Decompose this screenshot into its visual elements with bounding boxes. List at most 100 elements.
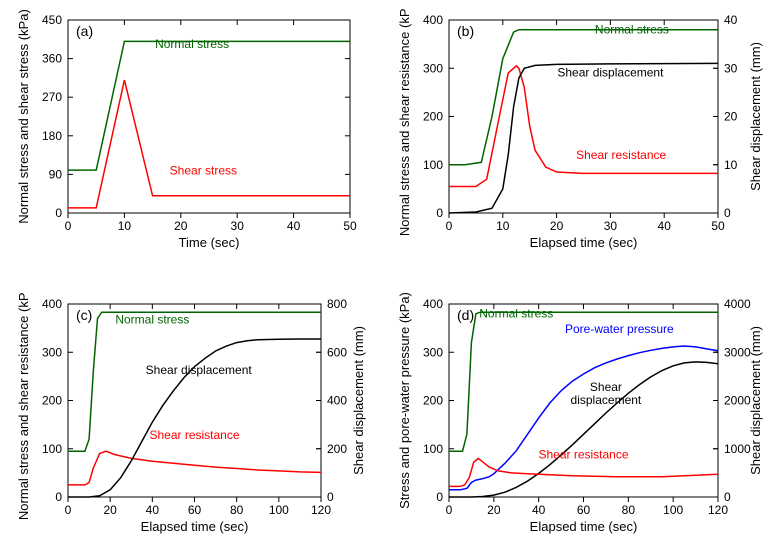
x-tick-label: 10: [118, 219, 132, 233]
x-tick-label: 50: [343, 219, 357, 233]
y-left-tick-label: 300: [423, 345, 443, 359]
annotation-normal-stress: Normal stress: [155, 37, 229, 51]
x-tick-label: 60: [577, 503, 591, 517]
y-right-tick-label: 40: [724, 13, 738, 27]
y-left-axis-label: Stress and pore-water pressure (kPa): [397, 292, 412, 509]
x-tick-label: 50: [711, 219, 725, 233]
annotation-normal-stress: Normal stress: [595, 23, 669, 37]
figure-container: 0 10 20 30 40 50 Time (sec) 0 90 180 270 360 450 Norm…: [0, 0, 778, 547]
x-axis-label: Elapsed time (sec): [530, 519, 638, 534]
x-tick-label: 120: [311, 503, 331, 517]
annotation-shear-displacement: Shear displacement: [146, 363, 253, 377]
y-left-tick-label: 400: [42, 297, 62, 311]
x-axis-label: Elapsed time (sec): [141, 519, 249, 534]
panel-label: (c): [76, 307, 92, 323]
y-left-tick-label: 200: [423, 394, 443, 408]
panel-a: 0 10 20 30 40 50 Time (sec) 0 90 180 270 360 450 Norm…: [8, 8, 368, 258]
y-left-axis-label: Normal stress and shear resistance (kPa): [397, 8, 412, 236]
y-left-axis-label: Normal stress and shear resistance (kPa): [16, 292, 31, 520]
annotation-normal-stress: Normal stress: [479, 307, 553, 321]
y-left-tick-label: 200: [42, 394, 62, 408]
annotation-pore-water-pressure: Pore-water pressure: [565, 322, 674, 336]
y-left-axis-label: Normal stress and shear stress (kPa): [16, 9, 31, 224]
y-left-tick-label: 300: [423, 61, 443, 75]
y-right-tick-label: 10: [724, 158, 738, 172]
x-axis-label: Elapsed time (sec): [530, 235, 638, 250]
plot-border: [449, 20, 718, 213]
annotation-shear-displacement: Shear displacement: [557, 65, 664, 79]
annotation-normal-stress: Normal stress: [115, 312, 189, 326]
series-normal-stress: [449, 30, 718, 165]
series-shear-stress: [68, 80, 350, 208]
y-right-tick-label: 3000: [724, 345, 751, 359]
x-tick-label: 40: [146, 503, 160, 517]
x-axis-label: Time (sec): [179, 235, 240, 250]
y-left-tick-label: 400: [423, 297, 443, 311]
y-right-tick-label: 400: [327, 394, 347, 408]
y-right-tick-label: 1000: [724, 442, 751, 456]
x-tick-label: 20: [103, 503, 117, 517]
annotation-shear-resistance: Shear resistance: [538, 447, 628, 461]
x-tick-label: 40: [658, 219, 672, 233]
x-tick-label: 0: [446, 503, 453, 517]
series-pore-water-pressure: [449, 346, 718, 490]
x-tick-label: 20: [550, 219, 564, 233]
y-right-tick-label: 800: [327, 297, 347, 311]
y-right-tick-label: 600: [327, 345, 347, 359]
series-shear-resistance: [68, 451, 321, 485]
x-tick-label: 100: [269, 503, 289, 517]
y-left-tick-label: 100: [423, 442, 443, 456]
annotation-shear-resistance: Shear resistance: [576, 148, 666, 162]
panel-label: (a): [76, 23, 93, 39]
annotation-shear-stress: Shear stress: [170, 163, 237, 177]
panel-b: 01020304050Elapsed time (sec)01002003004…: [395, 8, 770, 258]
series-shear-displacement: [449, 63, 718, 213]
panel-label: (b): [457, 23, 474, 39]
x-tick-label: 40: [532, 503, 546, 517]
y-left-tick-label: 90: [49, 167, 63, 181]
x-tick-label: 100: [663, 503, 683, 517]
x-tick-label: 30: [231, 219, 245, 233]
y-left-tick-label: 270: [42, 90, 62, 104]
y-left-tick-label: 400: [423, 13, 443, 27]
x-tick-label: 80: [230, 503, 244, 517]
y-right-tick-label: 200: [327, 442, 347, 456]
annotation-shear-resistance: Shear resistance: [149, 428, 239, 442]
plot-border: [68, 304, 321, 497]
y-left-tick-label: 0: [55, 206, 62, 220]
series-normal-stress: [68, 41, 350, 170]
x-tick-label: 40: [287, 219, 301, 233]
y-left-tick-label: 360: [42, 52, 62, 66]
x-tick-label: 0: [65, 219, 72, 233]
annotation-shear-displacement: Shear: [590, 380, 622, 394]
y-right-axis-label: Shear displacement (mm): [748, 42, 763, 191]
y-left-tick-label: 450: [42, 13, 62, 27]
y-right-tick-label: 2000: [724, 394, 751, 408]
x-tick-label: 10: [496, 219, 510, 233]
y-left-tick-label: 0: [55, 490, 62, 504]
y-right-tick-label: 20: [724, 110, 738, 124]
y-left-tick-label: 100: [423, 158, 443, 172]
y-right-tick-label: 4000: [724, 297, 751, 311]
y-left-tick-label: 180: [42, 129, 62, 143]
x-tick-label: 20: [174, 219, 188, 233]
y-left-tick-label: 0: [436, 206, 443, 220]
x-tick-label: 20: [487, 503, 501, 517]
y-left-tick-label: 0: [436, 490, 443, 504]
panel-d: 0 20 40 60 80 100 120 Elapsed time (sec) 0 100 200…: [395, 292, 770, 542]
y-left-tick-label: 200: [423, 110, 443, 124]
y-right-tick-label: 30: [724, 61, 738, 75]
y-right-axis-label: Shear displacement (mm): [351, 326, 366, 475]
x-tick-label: 80: [622, 503, 636, 517]
x-tick-label: 30: [604, 219, 618, 233]
y-right-axis-label: Shear displacement (mm): [748, 326, 763, 475]
x-tick-label: 120: [708, 503, 728, 517]
y-right-tick-label: 0: [327, 490, 334, 504]
x-tick-label: 60: [188, 503, 202, 517]
annotation-shear-displacement: displacement: [571, 393, 642, 407]
panel-c: 0 20 40 60 80 100 120 Elapsed time (sec) 0 100 200…: [8, 292, 373, 542]
y-left-tick-label: 100: [42, 442, 62, 456]
y-right-tick-label: 0: [724, 490, 731, 504]
x-tick-label: 0: [65, 503, 72, 517]
panel-label: (d): [457, 307, 474, 323]
